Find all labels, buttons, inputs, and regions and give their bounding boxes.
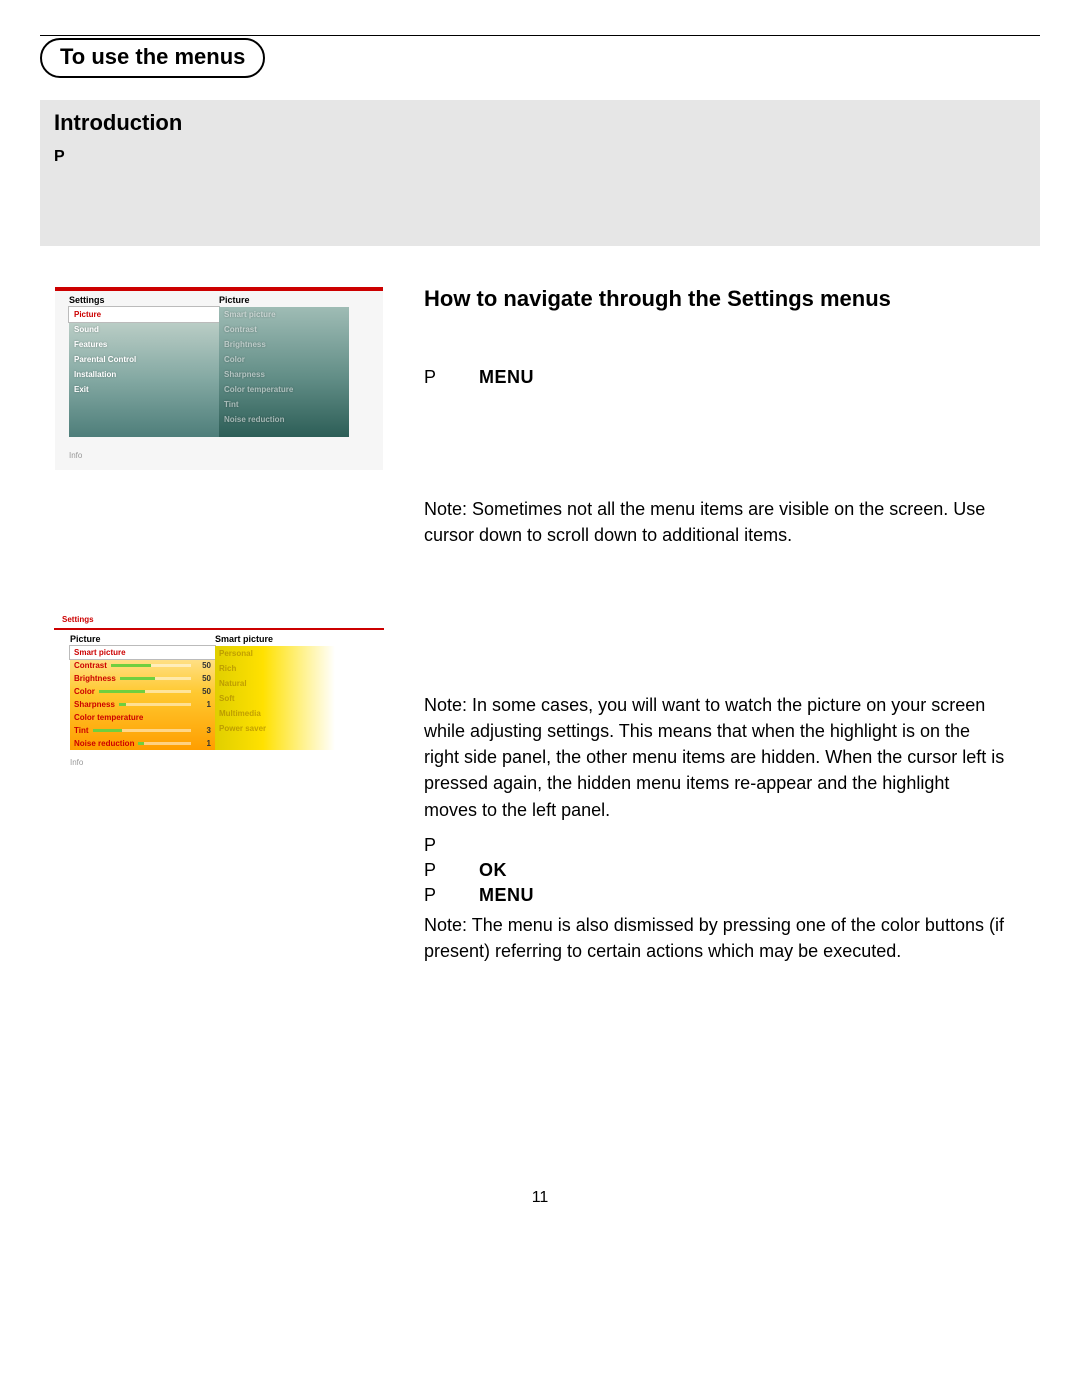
menu1-right-item: Smart picture (219, 307, 349, 322)
step-p-marker: P (424, 367, 474, 388)
menu2-row-value: 50 (195, 674, 211, 683)
menu2-info: Info (54, 754, 384, 773)
menu1-left-item: Features (69, 337, 219, 352)
menu2-row-bar (111, 664, 191, 667)
menu1-right-item: Color (219, 352, 349, 367)
menu1-right-item: Color temperature (219, 382, 349, 397)
menu2-row-bar (120, 677, 191, 680)
menu1-left-item: Parental Control (69, 352, 219, 367)
menu2-row: Color 50 (70, 685, 215, 698)
menu2-row-label: Brightness (74, 674, 116, 683)
menu2-row-value: 3 (195, 726, 211, 735)
step-press-menu: P MENU (424, 367, 1006, 388)
menu2-row: Brightness 50 (70, 672, 215, 685)
menu1-right-item: Tint (219, 397, 349, 412)
menu2-row-value: 50 (195, 687, 211, 696)
menu2-redbar (54, 628, 384, 630)
right-column: How to navigate through the Settings men… (424, 286, 1026, 964)
menu1-left-item: Picture (68, 306, 220, 323)
menu2-right-item: Multimedia (215, 706, 335, 721)
note-color-buttons: Note: The menu is also dismissed by pres… (424, 912, 1006, 964)
left-column: Settings Picture Picture Sound Features … (54, 286, 384, 777)
menu2-row-label: Noise reduction (74, 739, 134, 748)
menu2-row-value: 1 (195, 700, 211, 709)
menu2-row: Sharpness 1 (70, 698, 215, 711)
menu2-row-label: Color temperature (74, 713, 143, 722)
menu2-right-panel: Personal Rich Natural Soft Multimedia Po… (215, 646, 335, 750)
menu2-row-bar (93, 729, 191, 732)
menu2-right-item: Personal (215, 646, 335, 661)
step-ok: P OK (424, 860, 1006, 881)
menu1-left-header: Settings (69, 295, 219, 305)
page-number: 11 (0, 1189, 1080, 1207)
menu2-row-label: Sharpness (74, 700, 115, 709)
menu2-right-item: Power saver (215, 721, 335, 736)
navigate-heading: How to navigate through the Settings men… (424, 286, 1006, 312)
menu2-row-bar (119, 703, 191, 706)
menu1-left-panel: Picture Sound Features Parental Control … (69, 307, 219, 437)
menu1-left-item: Exit (69, 382, 219, 397)
menu2-row-bar (99, 690, 191, 693)
intro-p-marker: P (54, 148, 1026, 166)
picture-menu-screenshot: Settings Picture Smart picture Smart pic… (54, 611, 384, 777)
step-menu-2: P MENU (424, 885, 1006, 906)
menu1-right-item: Brightness (219, 337, 349, 352)
menu2-row: Contrast 50 (70, 659, 215, 672)
step-p-marker: P (424, 835, 474, 856)
settings-menu-screenshot: Settings Picture Picture Sound Features … (54, 286, 384, 471)
title-pill: To use the menus (40, 38, 265, 78)
menu2-right-header: Smart picture (215, 634, 273, 644)
menu1-right-item: Noise reduction (219, 412, 349, 427)
step-menu-label: MENU (479, 885, 534, 905)
intro-band: Introduction P (40, 100, 1040, 246)
note-hidden-panels: Note: In some cases, you will want to wa… (424, 692, 1006, 822)
menu2-right-item: Natural (215, 676, 335, 691)
step-menu-label: MENU (479, 367, 534, 387)
menu2-right-item: Soft (215, 691, 335, 706)
step-ok-label: OK (479, 860, 507, 880)
menu2-row-label: Tint (74, 726, 89, 735)
menu2-breadcrumb: Settings (54, 611, 384, 628)
menu2-row-label: Contrast (74, 661, 107, 670)
menu1-left-item: Sound (69, 322, 219, 337)
menu1-right-item: Contrast (219, 322, 349, 337)
menu2-row-value: 1 (195, 739, 211, 748)
menu2-row: Color temperature (70, 711, 215, 724)
menu1-right-item: Sharpness (219, 367, 349, 382)
menu2-row: Tint 3 (70, 724, 215, 737)
top-rule (40, 35, 1040, 36)
menu2-left-header: Picture (70, 634, 215, 644)
menu2-row: Noise reduction 1 (70, 737, 215, 750)
menu1-right-panel: Smart picture Contrast Brightness Color … (219, 307, 349, 437)
menu1-right-header: Picture (219, 295, 250, 305)
menu2-row-value: 50 (195, 661, 211, 670)
menu1-left-item: Installation (69, 367, 219, 382)
menu2-row: Smart picture (69, 645, 216, 660)
menu1-info: Info (55, 445, 383, 470)
menu2-left-panel: Smart pictureContrast50Brightness50Color… (70, 646, 215, 750)
step-p-marker: P (424, 860, 474, 881)
step-p-marker: P (424, 885, 474, 906)
note-scroll: Note: Sometimes not all the menu items a… (424, 496, 1006, 548)
menu2-right-item: Rich (215, 661, 335, 676)
step-p-a: P (424, 835, 1006, 856)
menu2-row-label: Color (74, 687, 95, 696)
menu2-row-label: Smart picture (74, 648, 126, 657)
intro-heading: Introduction (54, 110, 1026, 136)
menu2-row-bar (138, 742, 191, 745)
